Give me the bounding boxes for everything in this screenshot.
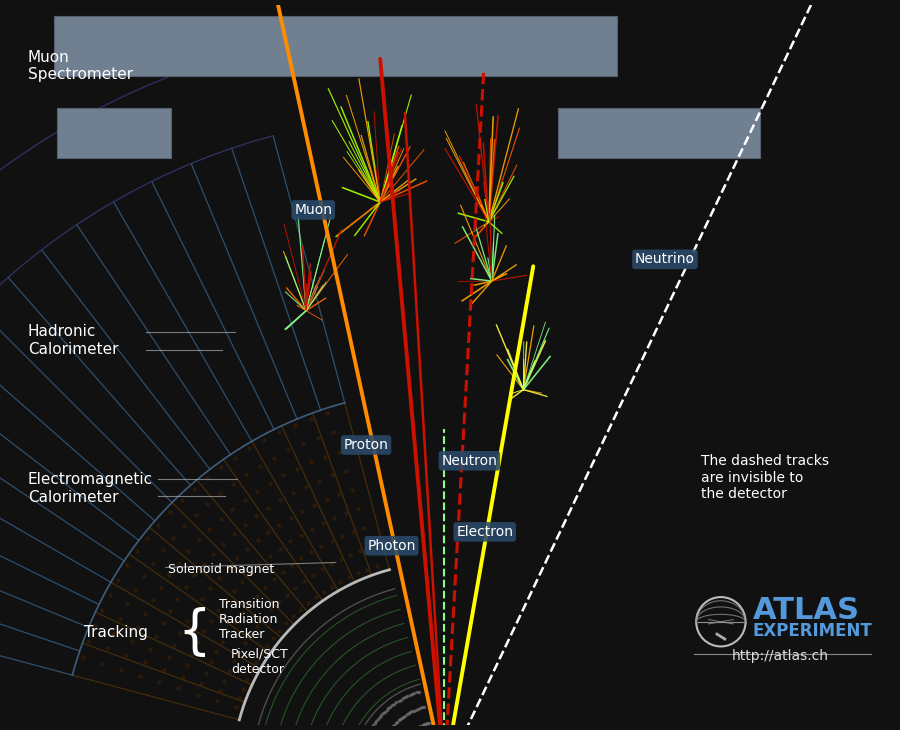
Text: Electron: Electron	[456, 525, 513, 539]
Text: Tracking: Tracking	[84, 625, 148, 640]
Text: Proton: Proton	[344, 438, 389, 452]
Text: Neutrino: Neutrino	[635, 253, 695, 266]
Text: Solenoid magnet: Solenoid magnet	[168, 563, 274, 576]
Text: detector: detector	[231, 663, 284, 676]
Text: Muon: Muon	[294, 203, 332, 217]
Text: are invisible to: are invisible to	[701, 471, 804, 485]
Text: Photon: Photon	[367, 539, 416, 553]
Text: Transition: Transition	[220, 599, 280, 612]
Text: Electromagnetic
Calorimeter: Electromagnetic Calorimeter	[28, 472, 153, 504]
Text: EXPERIMENT: EXPERIMENT	[752, 622, 872, 639]
Text: http://atlas.ch: http://atlas.ch	[732, 649, 829, 664]
Text: Pixel/SCT: Pixel/SCT	[231, 648, 289, 661]
Bar	[558, 108, 760, 158]
Bar	[58, 108, 171, 158]
Text: the detector: the detector	[701, 488, 787, 502]
Text: Muon
Spectrometer: Muon Spectrometer	[28, 50, 133, 82]
Text: The dashed tracks: The dashed tracks	[701, 454, 829, 468]
Text: ATLAS: ATLAS	[752, 596, 860, 626]
Text: Tracker: Tracker	[220, 628, 265, 641]
Text: Radiation: Radiation	[220, 613, 279, 626]
Text: Neutron: Neutron	[441, 454, 498, 468]
Bar	[54, 16, 617, 76]
Text: {: {	[177, 607, 212, 658]
Text: Hadronic
Calorimeter: Hadronic Calorimeter	[28, 324, 118, 356]
